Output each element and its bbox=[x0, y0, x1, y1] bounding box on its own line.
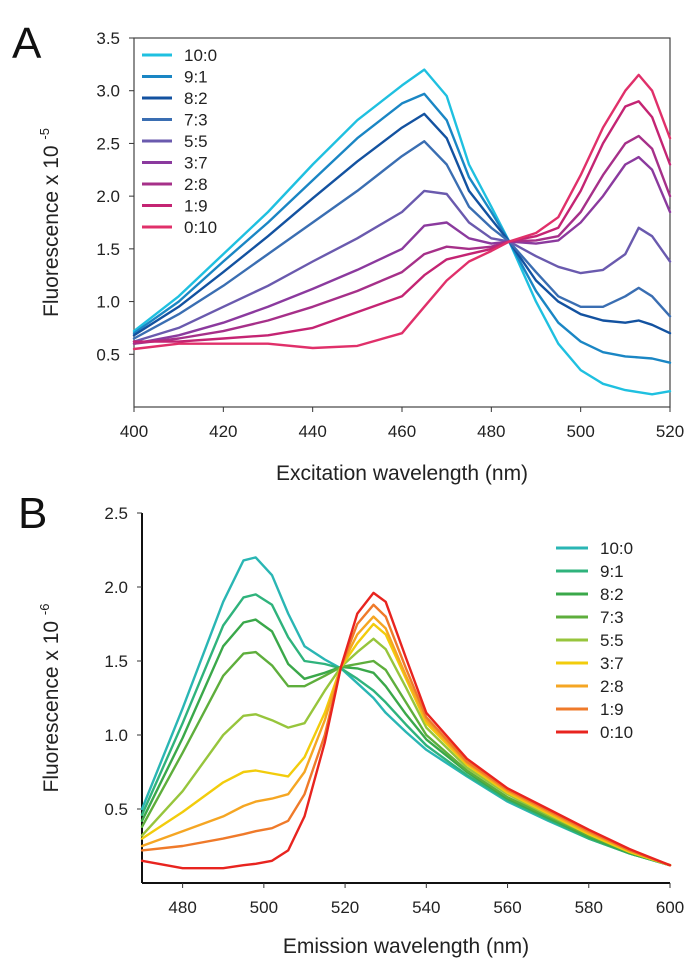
y-tick-label: 1.0 bbox=[96, 293, 120, 312]
series-line-8-2 bbox=[140, 618, 672, 867]
legend-label: 1:9 bbox=[184, 197, 208, 216]
legend-label: 3:7 bbox=[184, 154, 208, 173]
x-tick-label: 540 bbox=[412, 898, 440, 917]
x-tick-label: 520 bbox=[656, 422, 684, 441]
legend-label: 8:2 bbox=[600, 585, 624, 604]
y-axis-title-main: Fluorescence x 10 bbox=[40, 615, 63, 792]
legend-label: 1:9 bbox=[600, 700, 624, 719]
y-tick-label: 2.0 bbox=[96, 187, 120, 206]
legend-label: 3:7 bbox=[600, 654, 624, 673]
x-tick-label: 480 bbox=[168, 898, 196, 917]
y-tick-label: 2.0 bbox=[104, 578, 128, 597]
panel-letter: A bbox=[12, 19, 42, 68]
panel-a-chart: A 400 420 440 460 480 500 520 0.5 1.0 1.5 2.0 2.5 3.0… bbox=[12, 19, 684, 485]
panel-b-chart: B 480 500 520 540 560 580 600 0.5 1.0 1.5 2.0 2.5 Emi… bbox=[18, 489, 684, 958]
y-tick-label: 3.0 bbox=[96, 82, 120, 101]
y-tick-label: 1.5 bbox=[96, 240, 120, 259]
series-line-9-1 bbox=[140, 593, 672, 867]
legend-label: 5:5 bbox=[600, 631, 624, 650]
series-line-2-8 bbox=[132, 134, 672, 345]
series-line-7-3 bbox=[140, 650, 672, 867]
x-axis-title: Excitation wavelength (nm) bbox=[276, 462, 528, 485]
series-line-1-9 bbox=[132, 100, 672, 343]
legend-label: 2:8 bbox=[600, 677, 624, 696]
x-tick-label: 520 bbox=[331, 898, 359, 917]
y-tick-label: 3.5 bbox=[96, 29, 120, 48]
x-tick-label: 560 bbox=[493, 898, 521, 917]
x-tick-label: 500 bbox=[566, 422, 594, 441]
series-line-0-10 bbox=[132, 73, 672, 351]
series-line-1-9 bbox=[140, 603, 672, 867]
x-tick-label: 420 bbox=[209, 422, 237, 441]
y-tick-label: 0.5 bbox=[104, 800, 128, 819]
x-tick-label: 580 bbox=[575, 898, 603, 917]
legend-label: 2:8 bbox=[184, 175, 208, 194]
y-axis-title: Fluorescence x 10 -5 bbox=[37, 128, 63, 317]
series-line-5-5 bbox=[132, 189, 672, 343]
series-line-3-7 bbox=[140, 622, 672, 867]
series-line-2-8 bbox=[140, 615, 672, 867]
legend-label: 7:3 bbox=[600, 608, 624, 627]
panel-letter: B bbox=[18, 489, 47, 538]
legend-label: 7:3 bbox=[184, 111, 208, 130]
x-tick-label: 400 bbox=[120, 422, 148, 441]
series-line-3-7 bbox=[132, 155, 672, 345]
y-tick-label: 0.5 bbox=[96, 345, 120, 364]
x-axis-title: Emission wavelength (nm) bbox=[283, 935, 529, 958]
x-tick-label: 460 bbox=[388, 422, 416, 441]
y-tick-label: 2.5 bbox=[104, 504, 128, 523]
legend-label: 0:10 bbox=[600, 723, 633, 742]
series-line-10-0 bbox=[132, 68, 672, 396]
x-tick-label: 500 bbox=[250, 898, 278, 917]
legend-label: 5:5 bbox=[184, 132, 208, 151]
series-line-0-10 bbox=[140, 591, 672, 870]
y-axis-title-exponent: -5 bbox=[37, 128, 52, 140]
x-tick-label: 440 bbox=[298, 422, 326, 441]
y-axis-title: Fluorescence x 10 -6 bbox=[37, 604, 63, 793]
y-axis-title-exponent: -6 bbox=[37, 604, 52, 616]
series-line-5-5 bbox=[140, 637, 672, 867]
x-tick-label: 600 bbox=[656, 898, 684, 917]
y-tick-label: 2.5 bbox=[96, 134, 120, 153]
y-axis-title-main: Fluorescence x 10 bbox=[40, 140, 63, 317]
series-line-8-2 bbox=[132, 112, 672, 337]
x-tick-label: 480 bbox=[477, 422, 505, 441]
legend-label: 9:1 bbox=[600, 562, 624, 581]
legend-label: 10:0 bbox=[184, 46, 217, 65]
legend-label: 0:10 bbox=[184, 218, 217, 237]
series-line-9-1 bbox=[132, 92, 672, 364]
series-line-7-3 bbox=[132, 140, 672, 340]
y-tick-label: 1.0 bbox=[104, 726, 128, 745]
legend-label: 10:0 bbox=[600, 539, 633, 558]
y-tick-label: 1.5 bbox=[104, 652, 128, 671]
series-line-10-0 bbox=[140, 556, 672, 867]
legend-label: 9:1 bbox=[184, 68, 208, 87]
legend-label: 8:2 bbox=[184, 89, 208, 108]
